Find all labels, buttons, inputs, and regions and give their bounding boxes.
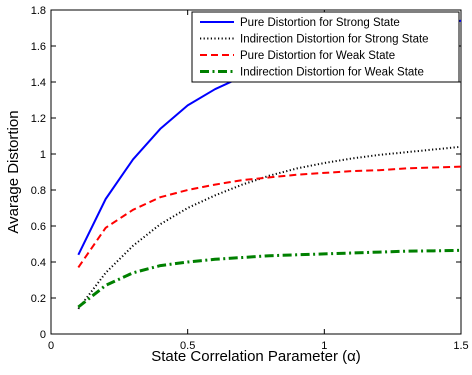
y-tick-label: 1.2	[31, 113, 46, 125]
x-tick-label: 0.5	[180, 340, 195, 352]
legend-entry-4: Indirection Distortion for Weak State	[240, 67, 424, 79]
y-tick-label: 1.8	[31, 5, 46, 17]
series-line-4	[77, 248, 461, 309]
legend-box	[191, 11, 460, 83]
legend: Pure Distortion for Strong State Indirect…	[191, 11, 460, 83]
y-tick-label: 0.8	[31, 185, 46, 197]
y-tick-label: 0.2	[31, 293, 46, 305]
series-line-2	[77, 145, 461, 310]
y-tick-label: 0.4	[31, 257, 46, 269]
y-tick-label: 0	[40, 329, 46, 341]
plot-area	[50, 9, 462, 335]
legend-entry-1: Pure Distortion for Strong State	[240, 17, 400, 29]
x-tick-label: 1.5	[453, 340, 468, 352]
x-axis-label: State Correlation Parameter (α)	[151, 348, 361, 365]
x-tick-label: 1	[321, 340, 327, 352]
legend-entry-3: Pure Distortion for Weak State	[240, 50, 395, 62]
y-tick-label: 1.6	[31, 41, 46, 53]
y-tick-label: 1	[40, 149, 46, 161]
y-tick-label: 1.4	[31, 77, 46, 89]
axis-ticks: 0 0.5 1 1.5 0 0.2 0.4 0.6 0.8 1 1.2 1.4 1.6 1.8	[31, 5, 469, 352]
y-axis-label: Avarage Distortion	[5, 110, 22, 233]
x-tick-label: 0	[48, 340, 54, 352]
series-line-3	[77, 165, 461, 268]
y-tick-label: 0.6	[31, 221, 46, 233]
legend-entry-2: Indirection Distortion for Strong State	[240, 34, 429, 46]
